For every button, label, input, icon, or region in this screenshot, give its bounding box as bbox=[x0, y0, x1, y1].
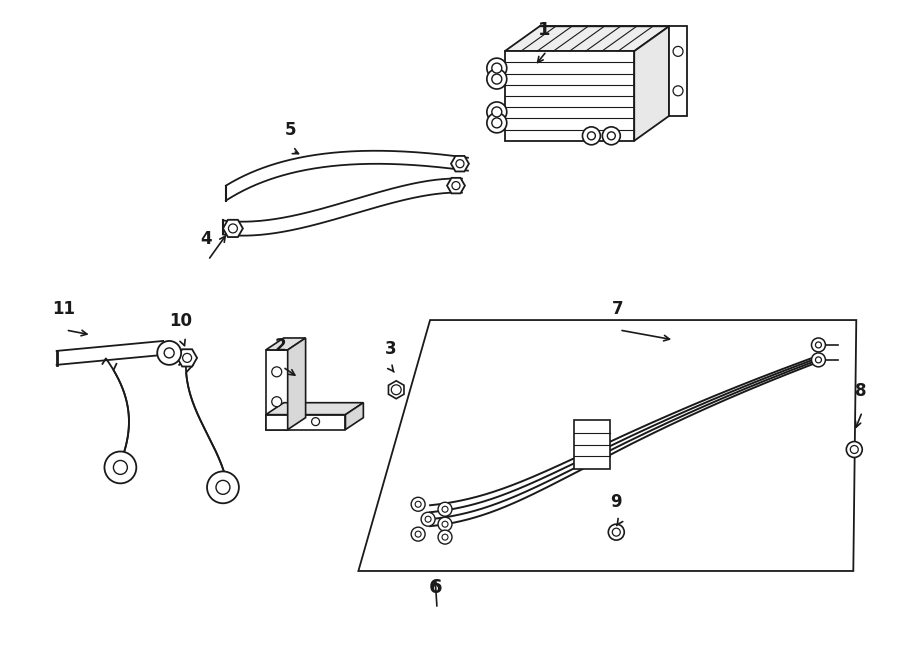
Text: 10: 10 bbox=[169, 312, 193, 330]
Circle shape bbox=[491, 63, 502, 73]
Circle shape bbox=[487, 102, 507, 122]
Circle shape bbox=[183, 354, 192, 362]
Circle shape bbox=[846, 442, 862, 457]
Circle shape bbox=[421, 512, 435, 526]
Polygon shape bbox=[574, 420, 610, 469]
Circle shape bbox=[602, 127, 620, 145]
Circle shape bbox=[442, 506, 448, 512]
Circle shape bbox=[207, 471, 238, 503]
Text: 11: 11 bbox=[52, 300, 75, 318]
Polygon shape bbox=[288, 338, 306, 430]
Polygon shape bbox=[346, 403, 364, 430]
Circle shape bbox=[487, 69, 507, 89]
Circle shape bbox=[673, 46, 683, 56]
Polygon shape bbox=[389, 381, 404, 399]
Circle shape bbox=[438, 530, 452, 544]
Circle shape bbox=[415, 531, 421, 537]
Polygon shape bbox=[266, 403, 364, 414]
Polygon shape bbox=[634, 26, 669, 141]
Circle shape bbox=[812, 353, 825, 367]
Circle shape bbox=[588, 132, 596, 140]
Circle shape bbox=[113, 461, 128, 475]
Circle shape bbox=[608, 132, 616, 140]
Circle shape bbox=[608, 524, 625, 540]
Polygon shape bbox=[266, 350, 288, 430]
Text: 5: 5 bbox=[285, 121, 296, 139]
Circle shape bbox=[216, 481, 230, 494]
Circle shape bbox=[487, 58, 507, 78]
Circle shape bbox=[411, 527, 425, 541]
Polygon shape bbox=[451, 156, 469, 171]
Circle shape bbox=[438, 502, 452, 516]
Circle shape bbox=[438, 517, 452, 531]
Circle shape bbox=[158, 341, 181, 365]
Text: 6: 6 bbox=[428, 578, 442, 597]
Circle shape bbox=[850, 446, 859, 453]
Text: 8: 8 bbox=[854, 381, 866, 400]
Polygon shape bbox=[223, 220, 243, 237]
Circle shape bbox=[582, 127, 600, 145]
Circle shape bbox=[411, 497, 425, 511]
Polygon shape bbox=[266, 414, 346, 430]
Polygon shape bbox=[358, 320, 856, 571]
Text: 4: 4 bbox=[200, 230, 212, 249]
Circle shape bbox=[452, 182, 460, 190]
Circle shape bbox=[487, 113, 507, 133]
Polygon shape bbox=[447, 178, 465, 194]
Polygon shape bbox=[540, 26, 669, 116]
Circle shape bbox=[425, 516, 431, 522]
Text: 1: 1 bbox=[538, 21, 551, 39]
Circle shape bbox=[815, 342, 822, 348]
Circle shape bbox=[612, 528, 620, 536]
Circle shape bbox=[272, 367, 282, 377]
Text: 7: 7 bbox=[611, 300, 623, 318]
Circle shape bbox=[442, 534, 448, 540]
Polygon shape bbox=[177, 349, 197, 366]
Circle shape bbox=[415, 501, 421, 507]
Circle shape bbox=[272, 397, 282, 407]
Circle shape bbox=[229, 224, 238, 233]
Polygon shape bbox=[266, 338, 306, 350]
Text: 3: 3 bbox=[384, 340, 396, 358]
Circle shape bbox=[815, 357, 822, 363]
Circle shape bbox=[456, 160, 464, 168]
Circle shape bbox=[812, 338, 825, 352]
Circle shape bbox=[164, 348, 175, 358]
Circle shape bbox=[392, 385, 401, 395]
Circle shape bbox=[491, 74, 502, 84]
Circle shape bbox=[104, 451, 136, 483]
Circle shape bbox=[673, 86, 683, 96]
Polygon shape bbox=[669, 26, 687, 116]
Circle shape bbox=[442, 521, 448, 527]
Circle shape bbox=[311, 418, 320, 426]
Text: 9: 9 bbox=[610, 493, 622, 511]
Polygon shape bbox=[505, 26, 669, 51]
Text: 2: 2 bbox=[274, 337, 286, 355]
Polygon shape bbox=[505, 51, 634, 141]
Circle shape bbox=[491, 118, 502, 128]
Circle shape bbox=[491, 107, 502, 117]
